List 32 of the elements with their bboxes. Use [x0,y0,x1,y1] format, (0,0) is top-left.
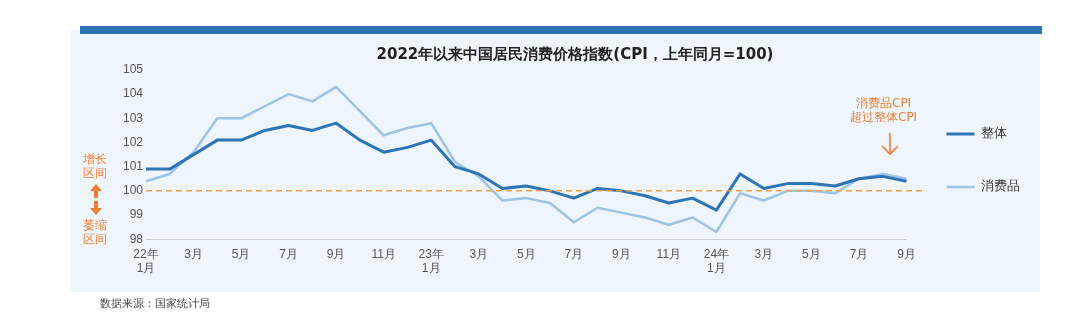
x-tick-label: 7月 [279,246,298,261]
x-tick-label: 9月 [326,246,346,261]
text: 萎缩区间 [82,218,108,246]
y-tick-label: 100 [122,183,144,198]
y-tick-label: 99 [129,207,144,222]
x-tick-label: 5月 [516,246,536,261]
x-tick-label: 7月 [564,246,584,261]
y-tick-label: 104 [122,86,144,101]
source-note: 数据来源：国家统计局 [100,296,210,311]
x-tick-label: 24年 1月 [703,246,730,276]
chart-title: 2022年以来中国居民消费价格指数(CPI，上年同月=100) [376,44,774,63]
x-tick-label: 5月 [231,246,251,261]
x-tick-label: 5月 [802,246,821,261]
y-tick-label: 98 [129,231,144,246]
x-tick-label: 11月 [371,246,396,261]
x-tick-label: 9月 [611,246,631,261]
legend-label: 消费品 [981,178,1020,194]
x-tick-label: 11月 [656,246,682,261]
annotation: 消费品CPI 超过整体CPI [850,96,918,124]
y-tick-label: 102 [122,134,144,149]
x-tick-label: 3月 [184,246,203,261]
x-tick-label: 23年 1月 [418,246,444,276]
x-tick-label: 3月 [754,246,774,261]
x-tick-label: 7月 [849,246,869,261]
legend-label: 整体 [981,125,1007,141]
x-tick-label: 3月 [469,246,489,261]
y-tick-label: 101 [122,159,144,173]
y-tick-label: 103 [122,110,144,125]
x-tick-label: 22年 1月 [133,246,159,276]
text: 增长区间 [82,152,108,180]
x-tick-label: 9月 [897,246,916,261]
y-tick-label: 105 [122,62,144,77]
